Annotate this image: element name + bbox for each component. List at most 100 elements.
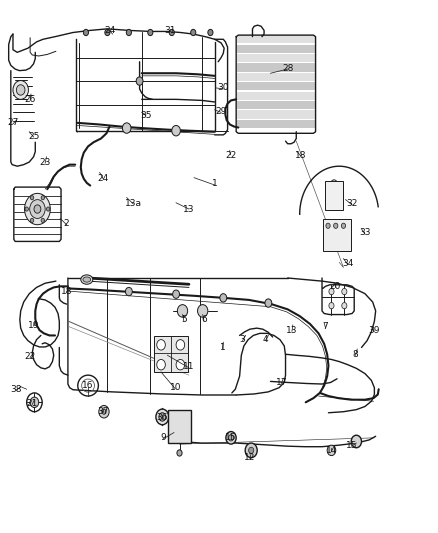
- Text: 12: 12: [244, 453, 256, 462]
- Circle shape: [226, 432, 236, 444]
- Text: 13: 13: [183, 205, 195, 214]
- Circle shape: [208, 29, 213, 36]
- FancyBboxPatch shape: [237, 45, 315, 53]
- Text: 13a: 13a: [125, 199, 141, 208]
- Text: 30: 30: [218, 83, 229, 92]
- Circle shape: [326, 223, 330, 228]
- Circle shape: [172, 125, 180, 136]
- Text: 35: 35: [140, 110, 152, 119]
- Text: 19: 19: [28, 320, 39, 329]
- Circle shape: [327, 445, 336, 456]
- FancyBboxPatch shape: [237, 72, 315, 81]
- Circle shape: [156, 409, 169, 425]
- Text: 21: 21: [27, 399, 38, 408]
- Circle shape: [13, 80, 28, 99]
- Circle shape: [34, 205, 41, 213]
- Circle shape: [25, 193, 50, 225]
- FancyBboxPatch shape: [237, 120, 315, 128]
- Text: 2: 2: [64, 219, 70, 228]
- Text: 1: 1: [212, 180, 218, 189]
- Circle shape: [30, 218, 34, 222]
- Circle shape: [157, 359, 165, 370]
- Text: 22: 22: [225, 151, 236, 160]
- FancyBboxPatch shape: [237, 35, 315, 44]
- Text: 4: 4: [262, 335, 268, 344]
- Circle shape: [83, 29, 88, 36]
- Circle shape: [46, 207, 50, 211]
- Circle shape: [169, 29, 174, 36]
- Text: 38: 38: [11, 385, 22, 394]
- Circle shape: [173, 290, 180, 298]
- Circle shape: [351, 435, 361, 448]
- Text: 22: 22: [25, 352, 36, 361]
- Text: 31: 31: [164, 26, 175, 35]
- Text: 37: 37: [97, 407, 109, 416]
- Text: 1: 1: [219, 343, 225, 352]
- Circle shape: [177, 305, 187, 317]
- Text: 3: 3: [240, 335, 245, 344]
- Circle shape: [342, 303, 347, 309]
- Text: 26: 26: [25, 95, 36, 104]
- Circle shape: [30, 200, 45, 219]
- Text: 6: 6: [201, 316, 207, 324]
- FancyBboxPatch shape: [325, 181, 343, 210]
- Circle shape: [265, 299, 272, 307]
- Text: 13: 13: [286, 326, 298, 335]
- Circle shape: [229, 435, 233, 441]
- Circle shape: [342, 288, 347, 295]
- Circle shape: [30, 196, 34, 200]
- FancyBboxPatch shape: [237, 110, 315, 119]
- Circle shape: [341, 223, 346, 228]
- Circle shape: [105, 29, 110, 36]
- Text: 20: 20: [329, 282, 341, 291]
- FancyBboxPatch shape: [168, 410, 191, 442]
- Text: 9: 9: [160, 433, 166, 442]
- Circle shape: [332, 203, 336, 208]
- Text: 7: 7: [322, 322, 328, 331]
- Text: 24: 24: [98, 174, 109, 183]
- FancyBboxPatch shape: [237, 54, 315, 62]
- Text: 8: 8: [353, 350, 358, 359]
- Circle shape: [329, 303, 334, 309]
- Circle shape: [198, 305, 208, 317]
- Text: 27: 27: [7, 118, 19, 127]
- Ellipse shape: [81, 275, 93, 284]
- Text: 5: 5: [181, 316, 187, 324]
- Text: 34: 34: [342, 260, 353, 269]
- Text: 16: 16: [82, 381, 94, 390]
- Circle shape: [249, 447, 254, 454]
- Text: 10: 10: [170, 383, 181, 392]
- Circle shape: [122, 123, 131, 133]
- Text: 24: 24: [104, 26, 115, 35]
- Circle shape: [176, 359, 185, 370]
- FancyBboxPatch shape: [237, 92, 315, 100]
- FancyBboxPatch shape: [237, 82, 315, 91]
- Circle shape: [176, 340, 185, 350]
- FancyBboxPatch shape: [154, 336, 188, 372]
- Circle shape: [41, 218, 45, 222]
- Text: 11: 11: [183, 362, 195, 372]
- Ellipse shape: [83, 277, 91, 282]
- Text: 33: 33: [359, 228, 371, 237]
- Circle shape: [334, 223, 338, 228]
- Circle shape: [41, 196, 45, 200]
- Circle shape: [191, 29, 196, 36]
- Circle shape: [177, 450, 182, 456]
- Circle shape: [126, 29, 131, 36]
- Circle shape: [157, 340, 165, 350]
- Text: 18: 18: [61, 287, 72, 296]
- Text: 15: 15: [225, 433, 237, 442]
- Circle shape: [329, 288, 334, 295]
- Circle shape: [16, 85, 25, 95]
- Circle shape: [331, 180, 337, 188]
- Circle shape: [220, 294, 227, 302]
- Text: 28: 28: [282, 63, 293, 72]
- Circle shape: [245, 443, 257, 458]
- FancyBboxPatch shape: [323, 220, 351, 251]
- Text: 15: 15: [346, 441, 357, 450]
- Circle shape: [148, 29, 153, 36]
- Text: 32: 32: [346, 199, 358, 208]
- Circle shape: [102, 409, 106, 414]
- Text: 29: 29: [215, 107, 227, 116]
- Text: 25: 25: [28, 133, 39, 141]
